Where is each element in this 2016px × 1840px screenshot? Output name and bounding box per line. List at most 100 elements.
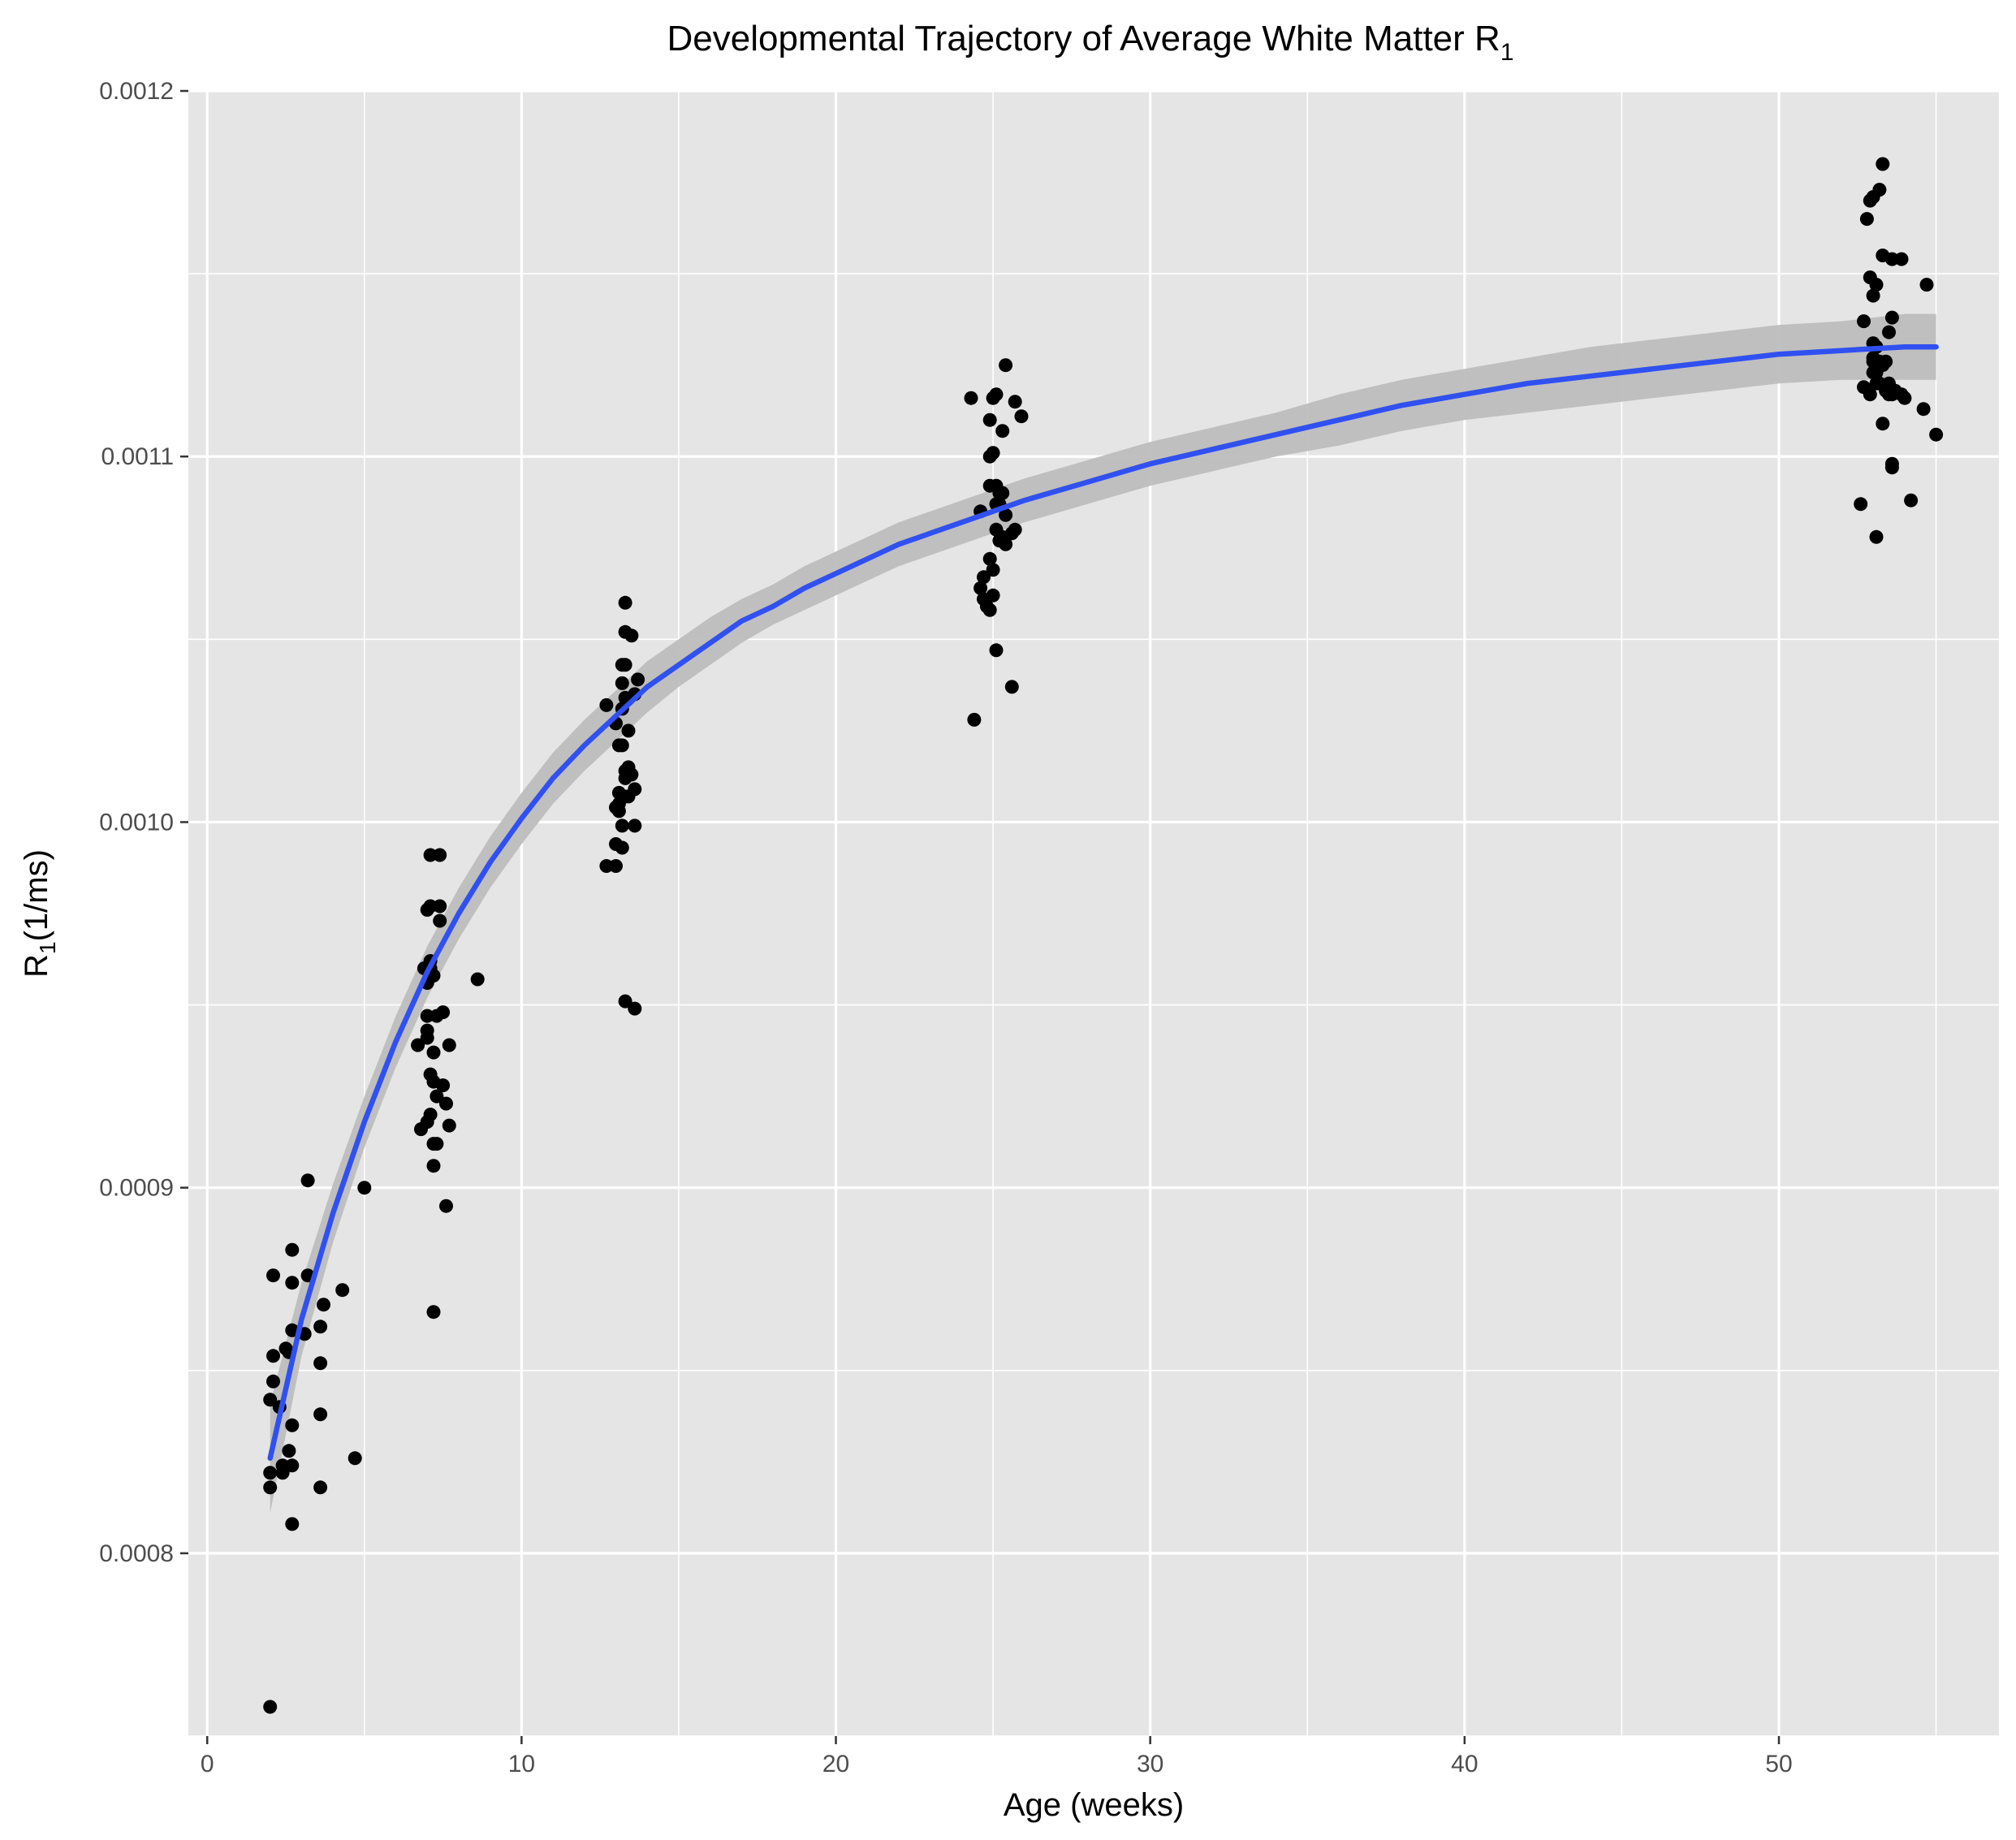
y-tick-label: 0.0010 bbox=[99, 809, 174, 836]
data-point bbox=[439, 1096, 453, 1111]
data-point bbox=[999, 358, 1013, 373]
data-point bbox=[1008, 395, 1022, 409]
data-point bbox=[631, 672, 645, 687]
data-point bbox=[1884, 456, 1899, 471]
y-axis-label-subscript: 1 bbox=[35, 941, 60, 954]
data-point bbox=[266, 1268, 280, 1283]
data-point bbox=[357, 1181, 372, 1195]
data-point bbox=[266, 1349, 280, 1363]
x-tick-label: 50 bbox=[1765, 1751, 1792, 1777]
chart-title-subscript: 1 bbox=[1500, 39, 1514, 66]
y-axis: 0.0008 0.0009 0.0010 0.0011 0.0012 bbox=[99, 78, 188, 1567]
data-point bbox=[313, 1480, 328, 1495]
data-point bbox=[436, 1078, 451, 1093]
data-point bbox=[995, 486, 1010, 500]
chart-title-main: Developmental Trajectory of Average Whit… bbox=[667, 19, 1500, 58]
y-tick-label: 0.0011 bbox=[101, 443, 174, 470]
data-point bbox=[442, 1118, 456, 1133]
x-tick-label: 40 bbox=[1451, 1751, 1478, 1777]
data-point bbox=[628, 818, 642, 833]
data-point bbox=[313, 1320, 328, 1334]
minor-gridlines bbox=[188, 91, 1999, 1737]
data-point bbox=[624, 628, 639, 643]
data-point bbox=[285, 1276, 300, 1290]
data-point bbox=[1876, 417, 1890, 431]
data-point bbox=[1916, 402, 1931, 417]
fit-line-layer bbox=[267, 343, 1939, 1462]
chart-title: Developmental Trajectory of Average Whit… bbox=[667, 19, 1514, 66]
data-point bbox=[263, 1466, 278, 1480]
data-point bbox=[615, 738, 629, 753]
data-point bbox=[439, 1199, 453, 1213]
data-point bbox=[423, 1108, 438, 1122]
y-tick-label: 0.0008 bbox=[99, 1540, 174, 1567]
data-point bbox=[628, 1001, 642, 1016]
data-point bbox=[618, 658, 632, 672]
data-point bbox=[615, 818, 629, 833]
data-point bbox=[313, 1356, 328, 1371]
data-point bbox=[986, 588, 1000, 603]
data-point bbox=[426, 1045, 441, 1060]
data-point bbox=[1872, 183, 1887, 197]
x-tick-label: 20 bbox=[822, 1751, 849, 1777]
major-gridlines bbox=[188, 89, 1999, 1736]
data-point bbox=[282, 1444, 296, 1458]
data-point bbox=[1869, 529, 1884, 544]
data-point bbox=[624, 767, 639, 782]
data-point bbox=[1884, 310, 1899, 325]
data-point bbox=[615, 840, 629, 855]
data-point bbox=[1919, 278, 1934, 292]
data-point bbox=[411, 1038, 425, 1052]
data-point bbox=[982, 603, 997, 617]
data-point bbox=[263, 1480, 278, 1495]
data-point bbox=[285, 1418, 300, 1432]
y-tick-label: 0.0009 bbox=[99, 1175, 174, 1202]
data-point bbox=[1876, 157, 1890, 171]
data-point bbox=[266, 1374, 280, 1389]
data-point bbox=[335, 1283, 350, 1298]
data-point bbox=[999, 537, 1013, 551]
data-point bbox=[982, 551, 997, 566]
data-point bbox=[426, 1305, 441, 1320]
data-point bbox=[986, 563, 1000, 577]
data-point bbox=[989, 387, 1004, 402]
data-point bbox=[1879, 354, 1893, 369]
data-point bbox=[275, 1458, 290, 1473]
data-point bbox=[430, 1137, 444, 1151]
data-point bbox=[1929, 427, 1944, 442]
data-point bbox=[470, 972, 485, 987]
data-point bbox=[599, 698, 614, 712]
data-point bbox=[967, 712, 982, 727]
data-point bbox=[442, 1038, 456, 1052]
data-point bbox=[1897, 391, 1912, 405]
data-point bbox=[977, 570, 991, 585]
data-point bbox=[348, 1451, 362, 1466]
data-point bbox=[1004, 680, 1019, 694]
data-point bbox=[1854, 497, 1868, 512]
fit-line bbox=[267, 343, 1939, 1462]
data-point bbox=[436, 1005, 451, 1020]
x-axis-label: Age (weeks) bbox=[1004, 1787, 1184, 1823]
data-point bbox=[1863, 387, 1877, 402]
data-point bbox=[982, 412, 997, 427]
x-tick-label: 30 bbox=[1137, 1751, 1163, 1777]
data-point bbox=[433, 914, 447, 928]
data-point bbox=[263, 1393, 278, 1407]
data-point bbox=[999, 508, 1013, 522]
data-point bbox=[609, 859, 623, 873]
x-axis: 0 10 20 30 40 50 bbox=[201, 1736, 1793, 1777]
data-point bbox=[615, 676, 629, 690]
y-axis-label-unit: (1/ms) bbox=[19, 849, 54, 941]
y-tick-label: 0.0012 bbox=[99, 78, 174, 105]
data-point bbox=[618, 994, 632, 1009]
data-point bbox=[1866, 288, 1880, 303]
data-point bbox=[433, 899, 447, 914]
data-point bbox=[1008, 522, 1022, 537]
data-point bbox=[317, 1298, 330, 1312]
data-point bbox=[426, 1159, 441, 1173]
data-point bbox=[1859, 212, 1874, 227]
data-point bbox=[285, 1242, 300, 1257]
data-point bbox=[1014, 409, 1029, 424]
data-point bbox=[313, 1407, 328, 1422]
data-point bbox=[1904, 493, 1919, 508]
